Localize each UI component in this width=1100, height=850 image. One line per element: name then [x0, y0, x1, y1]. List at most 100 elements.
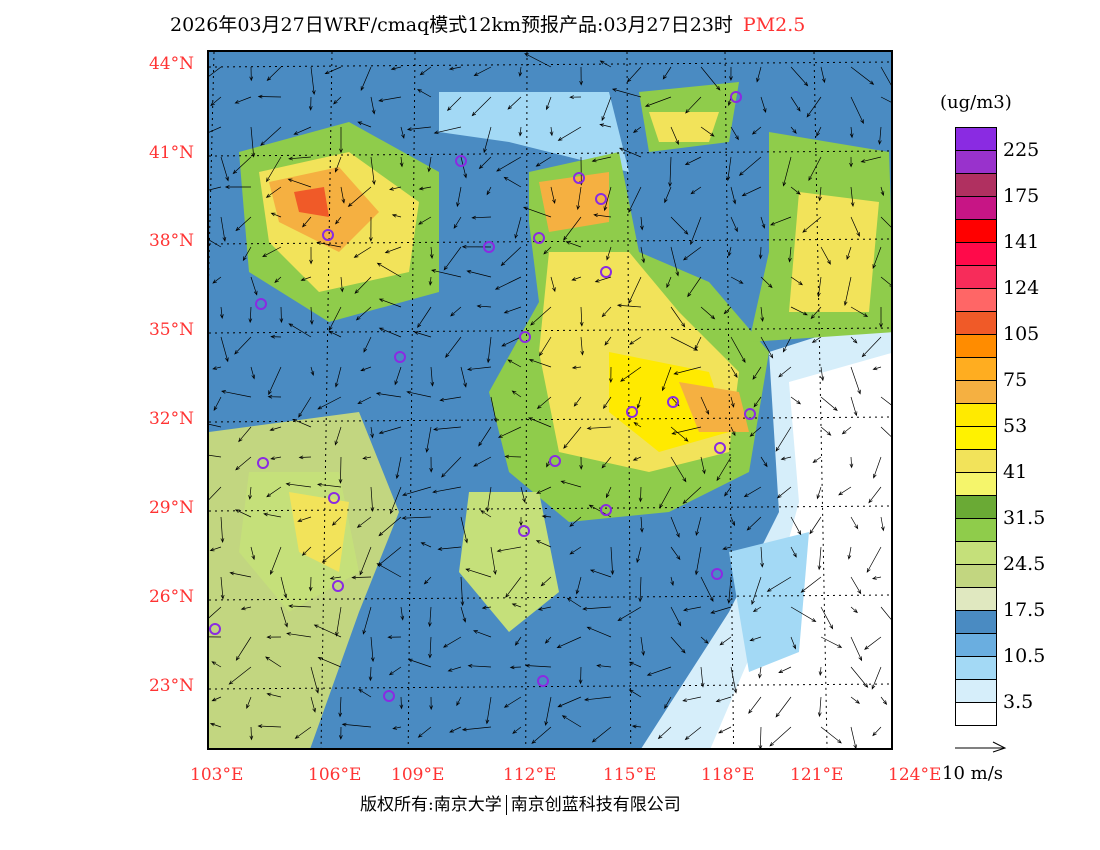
latitude-line	[209, 150, 891, 157]
colorbar-swatch	[956, 450, 996, 473]
wind-arrow	[670, 216, 689, 235]
colorbar-swatch	[956, 312, 996, 335]
wind-arrow	[425, 426, 432, 453]
lat-label: 44°N	[148, 54, 194, 74]
wind-arrow	[308, 576, 313, 592]
wind-arrow	[700, 396, 710, 415]
wind-arrow	[770, 216, 792, 226]
wind-arrow	[880, 216, 891, 228]
wind-arrow	[417, 306, 432, 329]
wind-arrow	[849, 156, 853, 168]
wind-arrow	[539, 336, 552, 357]
wind-arrow	[536, 396, 552, 410]
colorbar-label: 75	[1003, 369, 1028, 391]
wind-arrow	[211, 661, 222, 668]
wind-arrow	[212, 366, 222, 370]
lat-label: 41°N	[148, 143, 194, 163]
wind-arrow	[505, 576, 522, 598]
wind-arrow	[871, 576, 882, 580]
wind-arrow	[357, 121, 372, 128]
wind-arrow	[250, 276, 258, 296]
wind-arrow	[556, 636, 582, 648]
wind-arrow	[288, 604, 312, 608]
wind-arrow	[843, 276, 852, 306]
wind-arrow	[433, 126, 462, 135]
wind-arrow	[606, 246, 612, 261]
station-marker	[332, 580, 344, 592]
wind-arrow	[775, 696, 792, 718]
wind-arrow	[710, 606, 732, 614]
wind-arrow	[550, 276, 556, 293]
station-marker	[455, 155, 467, 167]
wind-arrow	[333, 96, 342, 105]
colorbar-label: 41	[1003, 461, 1028, 483]
wind-arrow	[788, 246, 792, 263]
wind-arrow	[670, 606, 682, 627]
wind-arrow	[401, 516, 432, 520]
wind-arrow	[790, 546, 797, 558]
wind-arrow	[317, 396, 342, 410]
wind-vectors	[209, 53, 891, 748]
station-marker	[626, 406, 638, 418]
wind-arrow	[758, 666, 762, 679]
wind-arrow	[812, 456, 822, 463]
wind-arrow	[670, 516, 680, 538]
wind-arrow	[370, 96, 376, 115]
wind-arrow	[880, 96, 891, 103]
wind-arrow	[802, 216, 822, 233]
wind-arrow	[743, 486, 762, 498]
colorbar-swatch	[956, 266, 996, 289]
wind-arrow	[213, 396, 222, 412]
wind-arrow	[569, 95, 582, 100]
wind-arrow	[668, 156, 672, 188]
wind-arrow	[461, 244, 492, 249]
wind-arrow	[518, 66, 523, 77]
wind-arrow	[310, 366, 315, 377]
lon-label: 112°E	[503, 765, 557, 785]
wind-arrow	[309, 246, 313, 265]
lon-label: 121°E	[790, 765, 844, 785]
wind-arrow	[850, 606, 858, 614]
wind-arrow	[778, 366, 792, 378]
wind-arrow	[446, 96, 462, 111]
wind-arrow	[727, 576, 732, 604]
wind-arrow	[873, 456, 882, 479]
wind-arrow	[287, 178, 312, 188]
wind-arrow	[466, 366, 492, 372]
wind-arrow	[308, 96, 313, 111]
wind-arrow	[820, 246, 831, 265]
wind-arrow	[628, 661, 642, 668]
wind-arrow	[817, 696, 822, 718]
wind-arrow	[338, 726, 343, 740]
wind-arrow	[730, 366, 738, 378]
wind-arrow	[400, 606, 405, 621]
wind-arrow	[232, 156, 252, 175]
wind-arrow	[591, 726, 612, 743]
wind-arrow	[850, 636, 863, 662]
wind-arrow	[478, 426, 492, 447]
wind-arrow	[339, 126, 343, 154]
wind-arrow	[657, 726, 672, 740]
wind-arrow	[620, 366, 642, 382]
wind-arrow	[760, 306, 765, 323]
colorbar-label: 31.5	[1003, 507, 1046, 529]
wind-arrow	[428, 636, 432, 659]
wind-arrow	[817, 546, 822, 571]
wind-arrow	[368, 666, 373, 682]
wind-arrow	[460, 576, 465, 607]
map-canvas	[209, 52, 891, 748]
wind-arrow	[234, 509, 252, 518]
wind-arrow	[265, 186, 282, 198]
wind-arrow	[760, 456, 768, 468]
wind-arrow	[476, 304, 492, 309]
wind-arrow	[769, 726, 792, 747]
wind-arrow	[690, 186, 702, 195]
wind-arrow	[790, 96, 801, 112]
wind-arrow	[448, 66, 462, 71]
colorbar-label: 3.5	[1003, 691, 1034, 713]
colorbar-swatch	[956, 128, 996, 151]
wind-arrow	[860, 156, 882, 163]
wind-arrow	[288, 156, 312, 161]
wind-arrow	[274, 276, 282, 284]
wind-arrow	[536, 486, 552, 494]
